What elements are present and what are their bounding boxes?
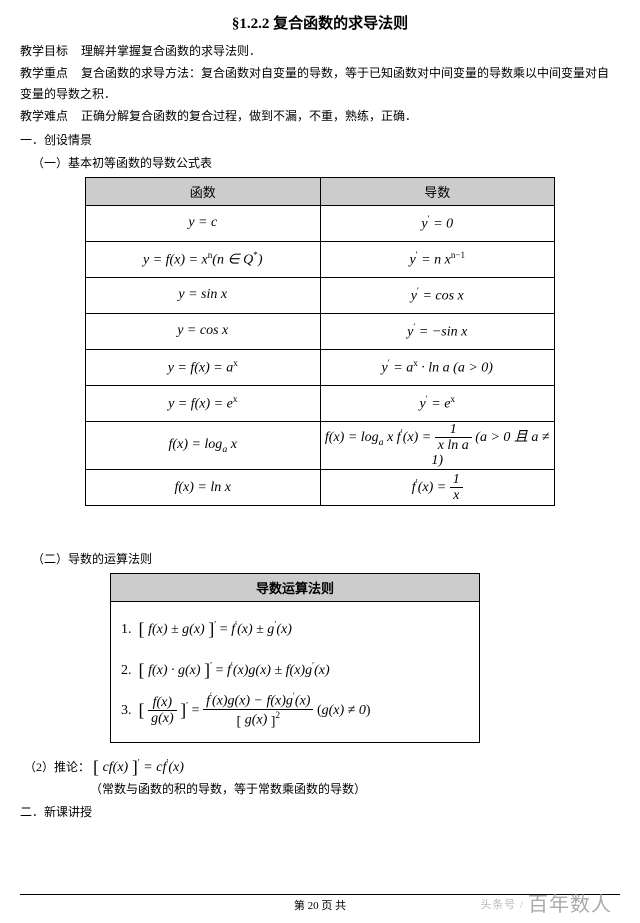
goal-label: 教学目标 <box>20 41 78 61</box>
table-row: f(x) = loga x f(x) = loga x f′(x) = 1x l… <box>86 421 555 470</box>
table-head-function: 函数 <box>86 177 321 205</box>
emphasis-text: 复合函数的求导方法：复合函数对自变量的导数，等于已知函数对中间变量的导数乘以中间… <box>20 66 609 100</box>
corollary-label: （2）推论： <box>24 760 90 774</box>
corollary-note: （常数与函数的积的导数，等于常数乘函数的导数） <box>90 780 620 797</box>
fn-cell: y = f(x) = ax <box>86 349 321 385</box>
fn-cell: y = sin x <box>86 277 321 313</box>
derivative-table: 函数 导数 y = c y′ = 0 y = f(x) = xn(n ∈ Q*)… <box>85 177 555 507</box>
difficulty-text: 正确分解复合函数的复合过程，做到不漏，不重，熟练，正确． <box>81 109 417 123</box>
table-row: y = cos x y′ = −sin x <box>86 313 555 349</box>
emphasis-row: 教学重点 复合函数的求导方法：复合函数对自变量的导数，等于已知函数对中间变量的导… <box>20 63 620 104</box>
dv-cell: y′ = n xn−1 <box>320 241 555 277</box>
table-row: y = sin x y′ = cos x <box>86 277 555 313</box>
fn-cell: y = c <box>86 205 321 241</box>
watermark: 头条号 / 百年数人 <box>480 888 612 917</box>
rules-body: 1. [ f(x) ± g(x) ]′ = f′(x) ± g′(x) 2. [… <box>111 602 479 742</box>
section-1a-heading: （一）基本初等函数的导数公式表 <box>32 154 620 171</box>
section-1b-heading: （二）导数的运算法则 <box>32 550 620 567</box>
goal-row: 教学目标 理解并掌握复合函数的求导法则． <box>20 41 620 61</box>
dv-cell: y′ = cos x <box>320 277 555 313</box>
table-head-derivative: 导数 <box>320 177 555 205</box>
dv-cell: y′ = ex <box>320 385 555 421</box>
dv-cell: f′(x) = 1x <box>320 470 555 506</box>
rule-1: 1. [ f(x) ± g(x) ]′ = f′(x) ± g′(x) <box>121 610 469 648</box>
fn-cell: f(x) = ln x <box>86 470 321 506</box>
rule-3: 3. [ f(x)g(x) ]′ = f′(x)g(x) − f(x)g′(x)… <box>121 691 469 730</box>
corollary: （2）推论： [ cf(x) ]′ = cf′(x) <box>24 757 620 778</box>
difficulty-row: 教学难点 正确分解复合函数的复合过程，做到不漏，不重，熟练，正确． <box>20 106 620 126</box>
section-1-heading: 一．创设情景 <box>20 131 620 148</box>
fn-cell: y = f(x) = ex <box>86 385 321 421</box>
fn-cell: y = f(x) = xn(n ∈ Q*) <box>86 241 321 277</box>
fn-cell: f(x) = loga x <box>86 421 321 470</box>
dv-cell: f(x) = loga x f′(x) = 1x ln a (a > 0 且 a… <box>320 421 555 470</box>
table-row: y = c y′ = 0 <box>86 205 555 241</box>
table-row: y = f(x) = ax y′ = ax · ln a (a > 0) <box>86 349 555 385</box>
fn-cell: y = cos x <box>86 313 321 349</box>
dv-cell: y′ = ax · ln a (a > 0) <box>320 349 555 385</box>
difficulty-label: 教学难点 <box>20 106 78 126</box>
rules-heading: 导数运算法则 <box>111 574 479 602</box>
dv-cell: y′ = 0 <box>320 205 555 241</box>
page-title: §1.2.2 复合函数的求导法则 <box>20 12 620 33</box>
rule-2: 2. [ f(x) · g(x) ]′ = f′(x)g(x) ± f(x)g′… <box>121 651 469 689</box>
watermark-prefix: 头条号 / <box>480 899 524 911</box>
table-row: y = f(x) = xn(n ∈ Q*) y′ = n xn−1 <box>86 241 555 277</box>
section-2-heading: 二．新课讲授 <box>20 803 620 820</box>
dv-cell: y′ = −sin x <box>320 313 555 349</box>
table-row: y = f(x) = ex y′ = ex <box>86 385 555 421</box>
emphasis-label: 教学重点 <box>20 63 78 83</box>
table-row: f(x) = ln x f′(x) = 1x <box>86 470 555 506</box>
goal-text: 理解并掌握复合函数的求导法则． <box>81 44 261 58</box>
watermark-text: 百年数人 <box>528 894 612 916</box>
rules-box: 导数运算法则 1. [ f(x) ± g(x) ]′ = f′(x) ± g′(… <box>110 573 480 743</box>
